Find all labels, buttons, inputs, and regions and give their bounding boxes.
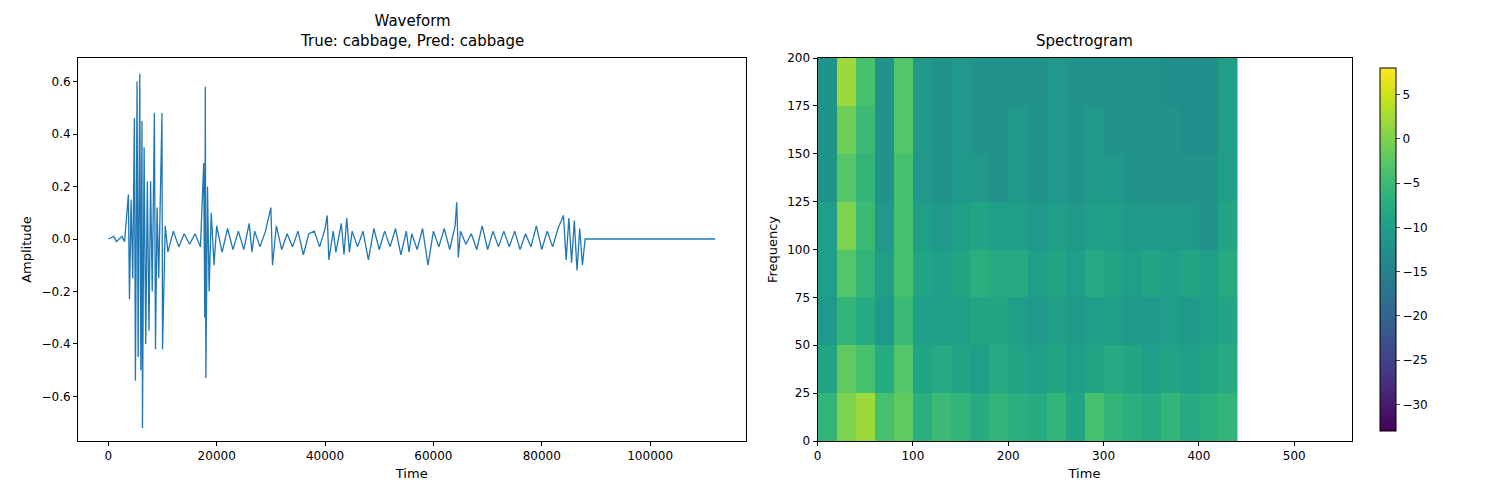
svg-text:0: 0: [105, 449, 113, 463]
svg-text:75: 75: [795, 291, 810, 305]
svg-text:150: 150: [787, 147, 810, 161]
svg-text:−0.6: −0.6: [41, 390, 70, 404]
svg-text:0: 0: [802, 434, 810, 448]
svg-text:400: 400: [1187, 449, 1210, 463]
svg-text:−20: −20: [1402, 309, 1427, 323]
svg-text:25: 25: [795, 386, 810, 400]
svg-text:100: 100: [901, 449, 924, 463]
svg-text:0.0: 0.0: [52, 232, 71, 246]
svg-text:−25: −25: [1402, 353, 1427, 367]
svg-text:−10: −10: [1402, 221, 1427, 235]
svg-text:−15: −15: [1402, 265, 1427, 279]
svg-text:100000: 100000: [627, 449, 673, 463]
svg-text:40000: 40000: [306, 449, 344, 463]
svg-text:0.4: 0.4: [52, 127, 71, 141]
svg-text:0.2: 0.2: [52, 180, 71, 194]
svg-text:−5: −5: [1402, 176, 1420, 190]
svg-text:0: 0: [1402, 132, 1410, 146]
svg-text:20000: 20000: [198, 449, 236, 463]
svg-text:100: 100: [787, 243, 810, 257]
svg-text:300: 300: [1092, 449, 1115, 463]
svg-text:−0.2: −0.2: [41, 285, 70, 299]
svg-text:Amplitude: Amplitude: [19, 216, 34, 283]
svg-text:0.6: 0.6: [52, 75, 71, 89]
svg-text:50: 50: [795, 338, 810, 352]
svg-text:Time: Time: [395, 466, 428, 481]
svg-text:80000: 80000: [523, 449, 561, 463]
svg-text:−0.4: −0.4: [41, 337, 70, 351]
svg-text:0: 0: [814, 449, 822, 463]
svg-text:500: 500: [1283, 449, 1306, 463]
svg-text:60000: 60000: [414, 449, 452, 463]
svg-text:200: 200: [787, 51, 810, 65]
svg-text:200: 200: [997, 449, 1020, 463]
svg-text:125: 125: [787, 195, 810, 209]
svg-text:Frequency: Frequency: [765, 216, 780, 283]
svg-text:WaveformTrue: cabbage, Pred: c: WaveformTrue: cabbage, Pred: cabbage: [300, 12, 524, 50]
svg-text:Time: Time: [1068, 466, 1101, 481]
svg-text:−30: −30: [1402, 398, 1427, 412]
svg-text:Spectrogram: Spectrogram: [1036, 32, 1133, 50]
svg-text:5: 5: [1402, 88, 1410, 102]
svg-text:175: 175: [787, 99, 810, 113]
